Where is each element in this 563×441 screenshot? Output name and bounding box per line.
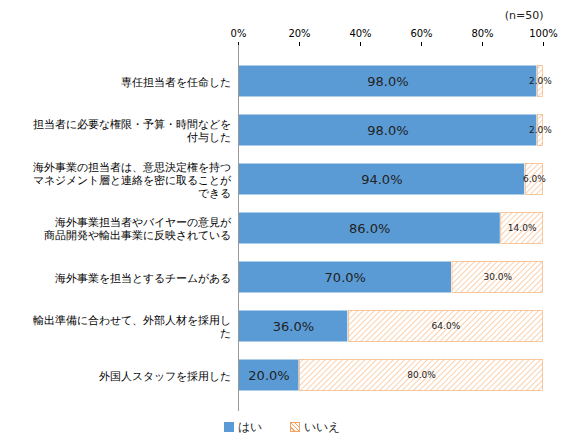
html-text:はい: はい — [237, 419, 262, 434]
svg-text:60%: 60% — [410, 28, 432, 39]
svg-text:94.0%: 94.0% — [361, 172, 402, 187]
svg-text:64.0%: 64.0% — [432, 321, 461, 331]
svg-text:100%: 100% — [529, 28, 558, 39]
svg-text:20.0%: 20.0% — [248, 368, 289, 383]
svg-text:36.0%: 36.0% — [273, 319, 314, 334]
svg-text:海外事業担当者やバイヤーの意見が商品開発や輸出事業に反映され: 海外事業担当者やバイヤーの意見が商品開発や輸出事業に反映されている — [44, 216, 232, 241]
svg-text:86.0%: 86.0% — [349, 221, 390, 236]
svg-text:80%: 80% — [471, 28, 493, 39]
svg-text:20%: 20% — [288, 28, 310, 39]
svg-text:輸出準備に合わせて、外部人材を採用した: 輸出準備に合わせて、外部人材を採用した — [33, 314, 231, 339]
svg-text:30.0%: 30.0% — [483, 272, 512, 282]
svg-text:2.0%: 2.0% — [529, 76, 552, 86]
svg-text:0%: 0% — [231, 28, 247, 39]
svg-text:専任担当者を任命した: 専任担当者を任命した — [121, 76, 231, 88]
svg-text:外国人スタッフを採用した: 外国人スタッフを採用した — [99, 370, 231, 382]
svg-text:6.0%: 6.0% — [523, 174, 546, 184]
svg-text:海外事業を担当とするチームがある: 海外事業を担当とするチームがある — [55, 272, 231, 285]
svg-text:70.0%: 70.0% — [325, 270, 366, 285]
svg-text:98.0%: 98.0% — [367, 74, 408, 89]
svg-text:80.0%: 80.0% — [407, 370, 436, 380]
svg-text:40%: 40% — [349, 28, 371, 39]
svg-text:2.0%: 2.0% — [529, 125, 552, 135]
svg-text:14.0%: 14.0% — [508, 223, 537, 233]
svg-text:海外事業の担当者は、意思決定権を持つマネジメント層と連絡を密: 海外事業の担当者は、意思決定権を持つマネジメント層と連絡を密に取ることができる — [33, 161, 232, 199]
svg-text:担当者に必要な権限・予算・時間などを付与した: 担当者に必要な権限・予算・時間などを付与した — [33, 118, 231, 143]
svg-text:98.0%: 98.0% — [367, 123, 408, 138]
svg-text:(n=50): (n=50) — [505, 9, 544, 22]
html-text:いいえ: いいえ — [303, 419, 340, 434]
